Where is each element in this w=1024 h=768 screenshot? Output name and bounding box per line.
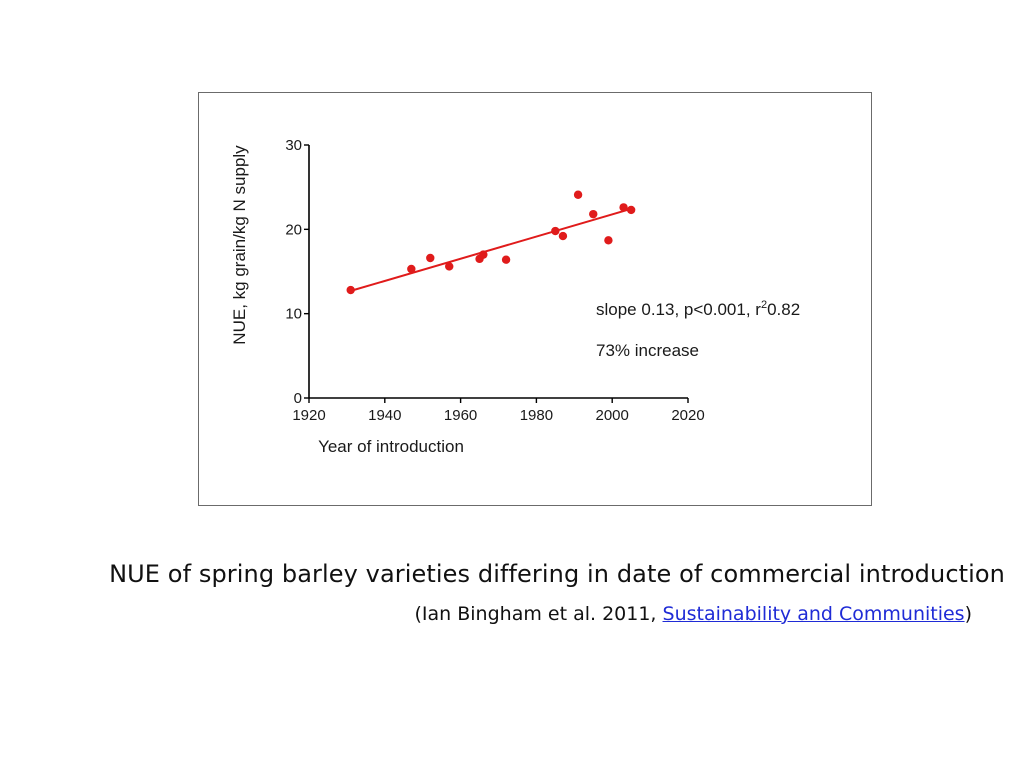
stats-prefix: slope 0.13, p<0.001, r — [596, 300, 761, 319]
scatter-chart: 1920 1940 1960 1980 2000 2020 0 10 20 30 Year of … — [230, 137, 800, 456]
x-tick-label: 1960 — [444, 407, 477, 424]
data-point — [589, 209, 598, 219]
increase-annotation: 73% increase — [596, 341, 699, 360]
y-tick-label: 0 — [294, 390, 302, 407]
data-point — [445, 262, 454, 271]
data-point — [407, 264, 416, 274]
regression-line-group — [350, 208, 628, 292]
data-point — [551, 226, 560, 236]
y-tick-label: 20 — [285, 221, 302, 238]
data-point — [558, 231, 568, 241]
y-axis-title: NUE, kg grain/kg N supply — [230, 145, 249, 345]
x-axis-title: Year of introduction — [318, 437, 464, 456]
stats-superscript: 2 — [761, 299, 767, 311]
data-point — [346, 285, 355, 295]
chart-frame: 1920 1940 1960 1980 2000 2020 0 10 20 30 Year of … — [198, 92, 872, 506]
data-point — [604, 236, 613, 245]
regression-line — [350, 208, 628, 292]
x-tick-label: 1980 — [520, 407, 553, 424]
figure-caption: NUE of spring barley varieties differing… — [109, 560, 1005, 588]
data-point — [573, 190, 583, 199]
y-tick-label: 30 — [285, 137, 302, 154]
data-point — [619, 203, 628, 212]
x-tick-label: 2000 — [596, 407, 629, 424]
citation-link[interactable]: Sustainability and Communities — [662, 603, 965, 625]
x-tick-label: 2020 — [671, 407, 704, 424]
x-tick-label: 1940 — [368, 407, 401, 424]
data-point — [626, 205, 636, 215]
citation-close: ) — [964, 603, 972, 625]
data-point — [479, 250, 488, 259]
x-tick-label: 1920 — [292, 407, 325, 424]
chart-axes: 1920 1940 1960 1980 2000 2020 0 10 20 30 — [285, 137, 704, 424]
figure-citation: (Ian Bingham et al. 2011, Sustainability… — [0, 603, 973, 625]
citation-open: (Ian Bingham et al. 2011, — [414, 603, 663, 625]
data-point — [501, 255, 511, 264]
data-point — [426, 253, 435, 263]
y-tick-label: 10 — [285, 306, 302, 323]
stats-annotation: slope 0.13, p<0.001, r20.82 — [596, 299, 800, 319]
data-points-group — [346, 190, 636, 295]
stats-suffix: 0.82 — [767, 300, 800, 319]
